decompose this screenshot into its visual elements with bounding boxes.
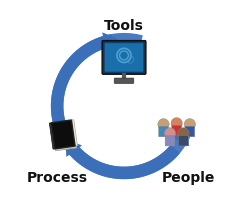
FancyBboxPatch shape [104,43,144,72]
FancyBboxPatch shape [172,125,182,136]
Circle shape [184,119,195,130]
Circle shape [178,128,189,139]
Polygon shape [71,120,77,146]
FancyBboxPatch shape [114,78,134,83]
FancyBboxPatch shape [159,126,168,137]
FancyBboxPatch shape [165,135,175,146]
Text: Process: Process [27,171,88,185]
Polygon shape [173,130,189,146]
Circle shape [171,118,182,129]
FancyBboxPatch shape [102,41,146,74]
FancyBboxPatch shape [185,126,195,137]
Polygon shape [66,140,81,156]
Polygon shape [53,121,77,150]
FancyBboxPatch shape [179,135,188,146]
Polygon shape [49,123,55,149]
Polygon shape [51,120,75,149]
Polygon shape [103,33,117,51]
Text: People: People [162,171,216,185]
Polygon shape [55,146,77,151]
Circle shape [164,128,176,139]
Circle shape [158,119,169,130]
Text: Tools: Tools [104,19,144,33]
